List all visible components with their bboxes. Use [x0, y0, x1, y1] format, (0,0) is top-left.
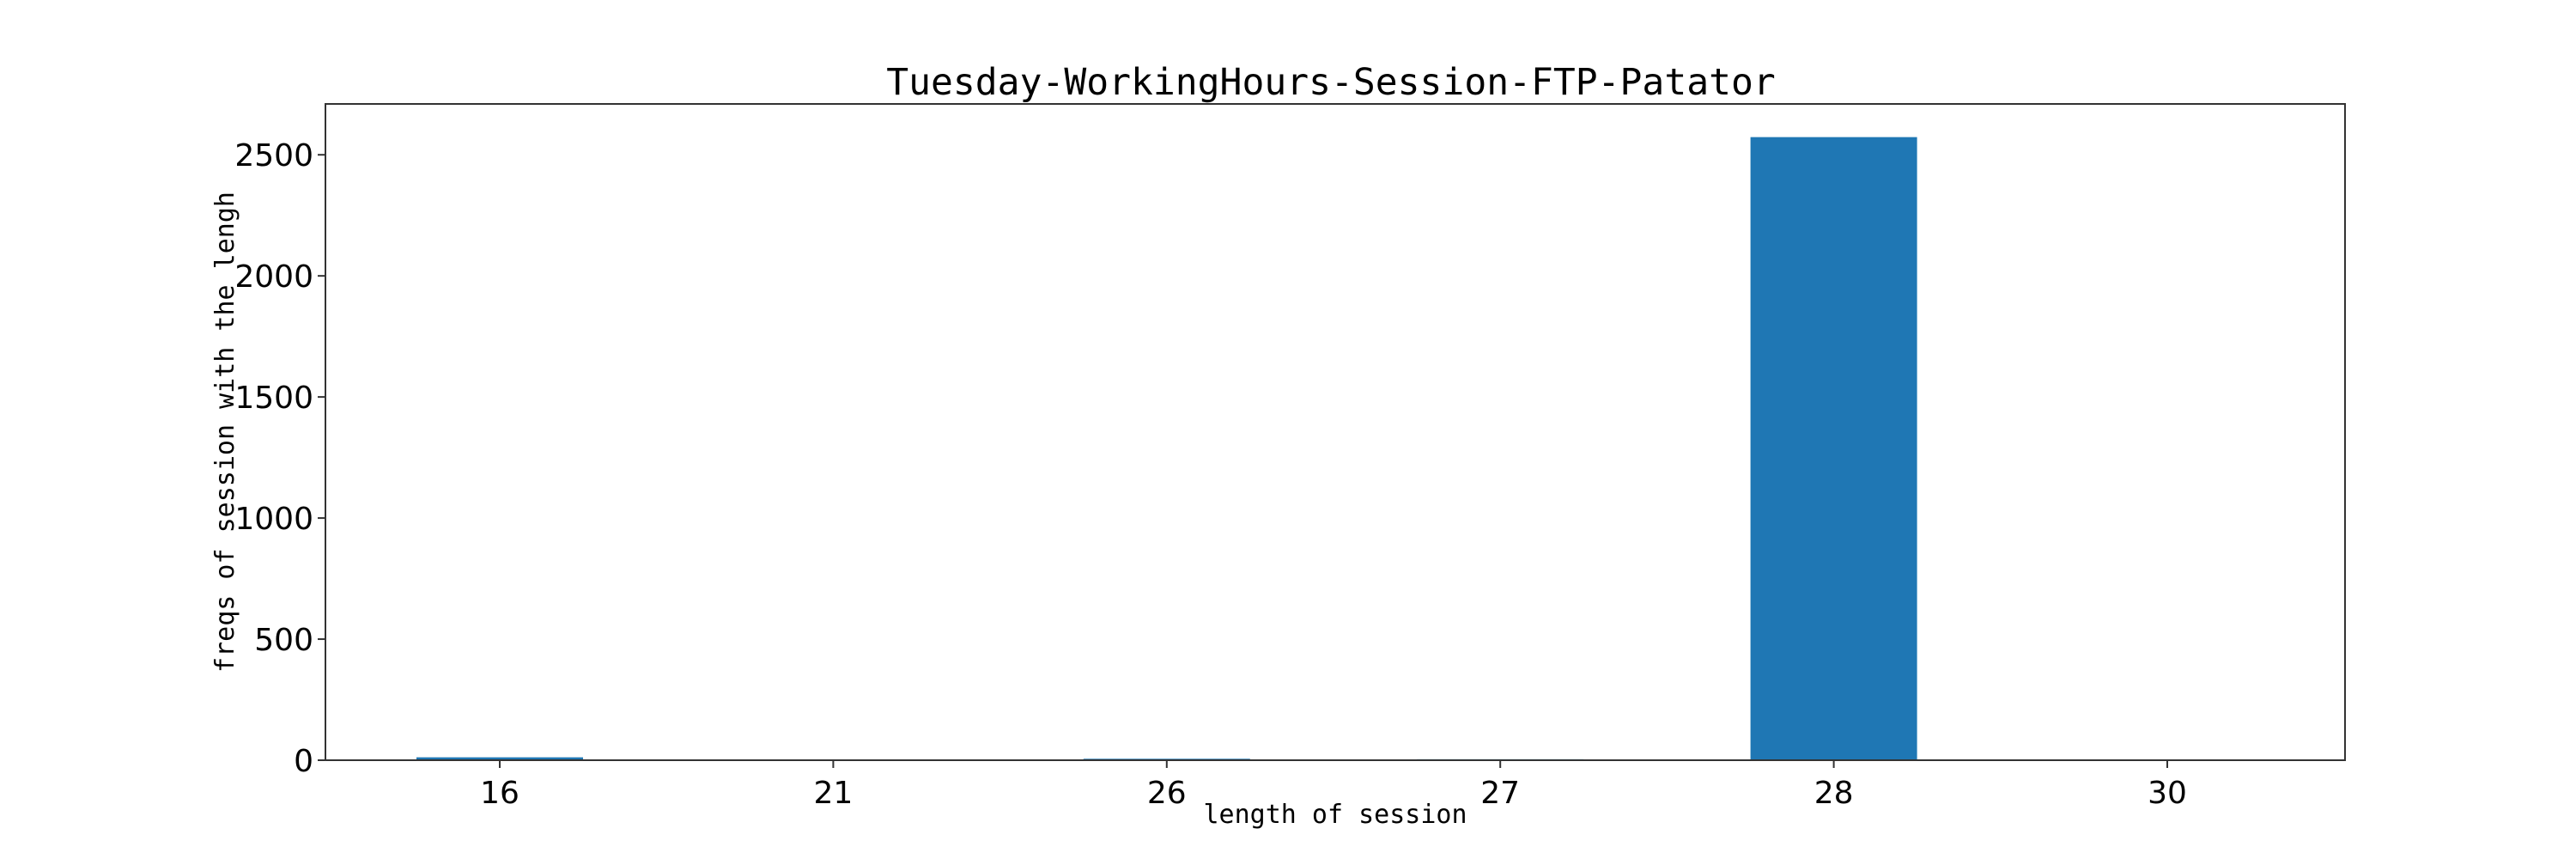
chart-title: Tuesday-WorkingHours-Session-FTP-Patator — [886, 61, 1776, 104]
y-tick-label: 1500 — [234, 381, 313, 416]
x-tick-label: 28 — [1814, 776, 1854, 811]
bar-16 — [416, 757, 583, 760]
y-tick-label: 2500 — [234, 138, 313, 174]
y-axis-label: freqs of session with the lengh — [210, 192, 240, 673]
y-tick-label: 500 — [254, 623, 313, 658]
bars-group — [416, 137, 2251, 761]
y-tick-label: 0 — [294, 744, 313, 779]
x-axis-label: length of session — [1203, 800, 1467, 830]
x-tick-label: 27 — [1480, 776, 1520, 811]
bar-28 — [1750, 137, 1917, 761]
x-axis-ticks: 16 21 26 27 28 30 — [480, 760, 2187, 811]
y-tick-label: 1000 — [234, 502, 313, 537]
y-tick-label: 2000 — [234, 259, 313, 295]
x-tick-label: 21 — [813, 776, 853, 811]
plot-frame — [325, 103, 2346, 761]
x-tick-label: 26 — [1147, 776, 1187, 811]
x-tick-label: 16 — [480, 776, 519, 811]
y-axis-ticks: 0 500 1000 1500 2000 2500 — [234, 138, 325, 779]
x-tick-label: 30 — [2148, 776, 2187, 811]
